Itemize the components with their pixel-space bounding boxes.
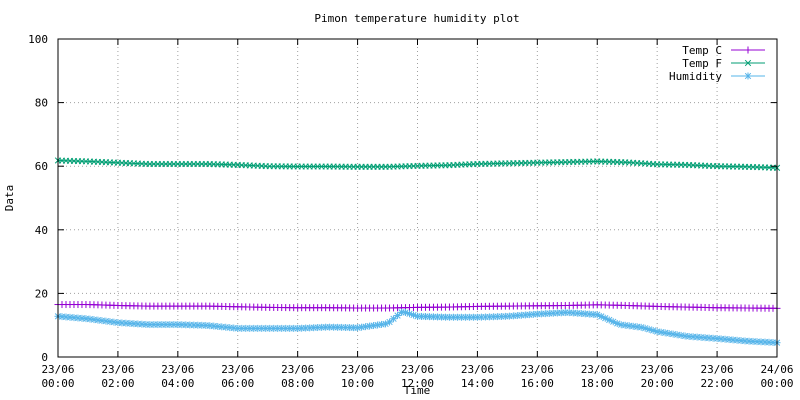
chart-title: Pimon temperature humidity plot [314,12,519,25]
series-temp-f [54,157,781,171]
y-tick-label: 80 [35,97,48,110]
legend-label: Temp F [682,57,722,70]
data-point-marker [394,312,401,319]
x-tick-label-day: 23/06 [461,363,494,376]
x-tick-label-time: 08:00 [281,377,314,390]
x-tick-label-day: 23/06 [281,363,314,376]
data-point-marker [650,327,657,334]
x-tick-label-day: 23/06 [101,363,134,376]
y-tick-label: 100 [28,33,48,46]
x-tick-label-time: 22:00 [701,377,734,390]
x-tick-label-time: 00:00 [760,377,793,390]
axes: 02040608010023/0600:0023/0602:0023/0604:… [28,33,793,390]
x-tick-label-day: 23/06 [341,363,374,376]
data-point-marker [410,311,417,319]
x-tick-label-day: 23/06 [641,363,674,376]
x-tick-label-time: 18:00 [581,377,614,390]
data-point-marker [386,318,393,326]
x-tick-label-time: 00:00 [41,377,74,390]
series-group [54,157,781,347]
x-tick-label-time: 12:00 [401,377,434,390]
x-tick-label-day: 23/06 [41,363,74,376]
y-tick-label: 40 [35,224,48,237]
x-axis-label: Time [404,384,431,397]
data-point-marker [390,315,397,322]
x-tick-label-time: 20:00 [641,377,674,390]
y-axis-label: Data [3,185,16,212]
x-tick-label-day: 23/06 [161,363,194,376]
data-point-marker [614,320,621,327]
x-tick-label-day: 23/06 [401,363,434,376]
legend-label: Temp C [682,44,722,57]
x-tick-label-day: 23/06 [701,363,734,376]
series-humidity [54,308,781,347]
series-temp-c [54,301,781,312]
data-point-marker [598,313,605,320]
grid [58,39,777,357]
data-point-marker [642,325,649,332]
x-tick-label-time: 06:00 [221,377,254,390]
x-tick-label-day: 23/06 [581,363,614,376]
data-point-marker [370,322,377,329]
y-tick-label: 20 [35,287,48,300]
data-point-marker [646,326,653,333]
data-point-marker [594,311,601,318]
data-point-marker [610,318,617,325]
data-point-marker [366,322,373,330]
x-tick-label-day: 24/06 [760,363,793,376]
x-tick-label-time: 10:00 [341,377,374,390]
data-point-marker [744,72,752,80]
x-tick-label-time: 02:00 [101,377,134,390]
data-point-marker [362,323,369,330]
data-point-marker [358,324,365,331]
data-point-marker [354,324,361,331]
x-tick-label-time: 04:00 [161,377,194,390]
y-tick-label: 0 [41,351,48,364]
x-tick-label-day: 23/06 [521,363,554,376]
data-point-marker [602,315,609,322]
data-point-marker [606,316,613,324]
data-point-marker [402,309,409,316]
data-point-marker [374,321,381,329]
data-point-marker [378,321,385,328]
x-tick-label-time: 14:00 [461,377,494,390]
data-point-marker [406,310,413,317]
x-tick-label-time: 16:00 [521,377,554,390]
y-tick-label: 60 [35,160,48,173]
legend-label: Humidity [669,70,722,83]
x-tick-label-day: 23/06 [221,363,254,376]
data-point-marker [744,59,752,67]
